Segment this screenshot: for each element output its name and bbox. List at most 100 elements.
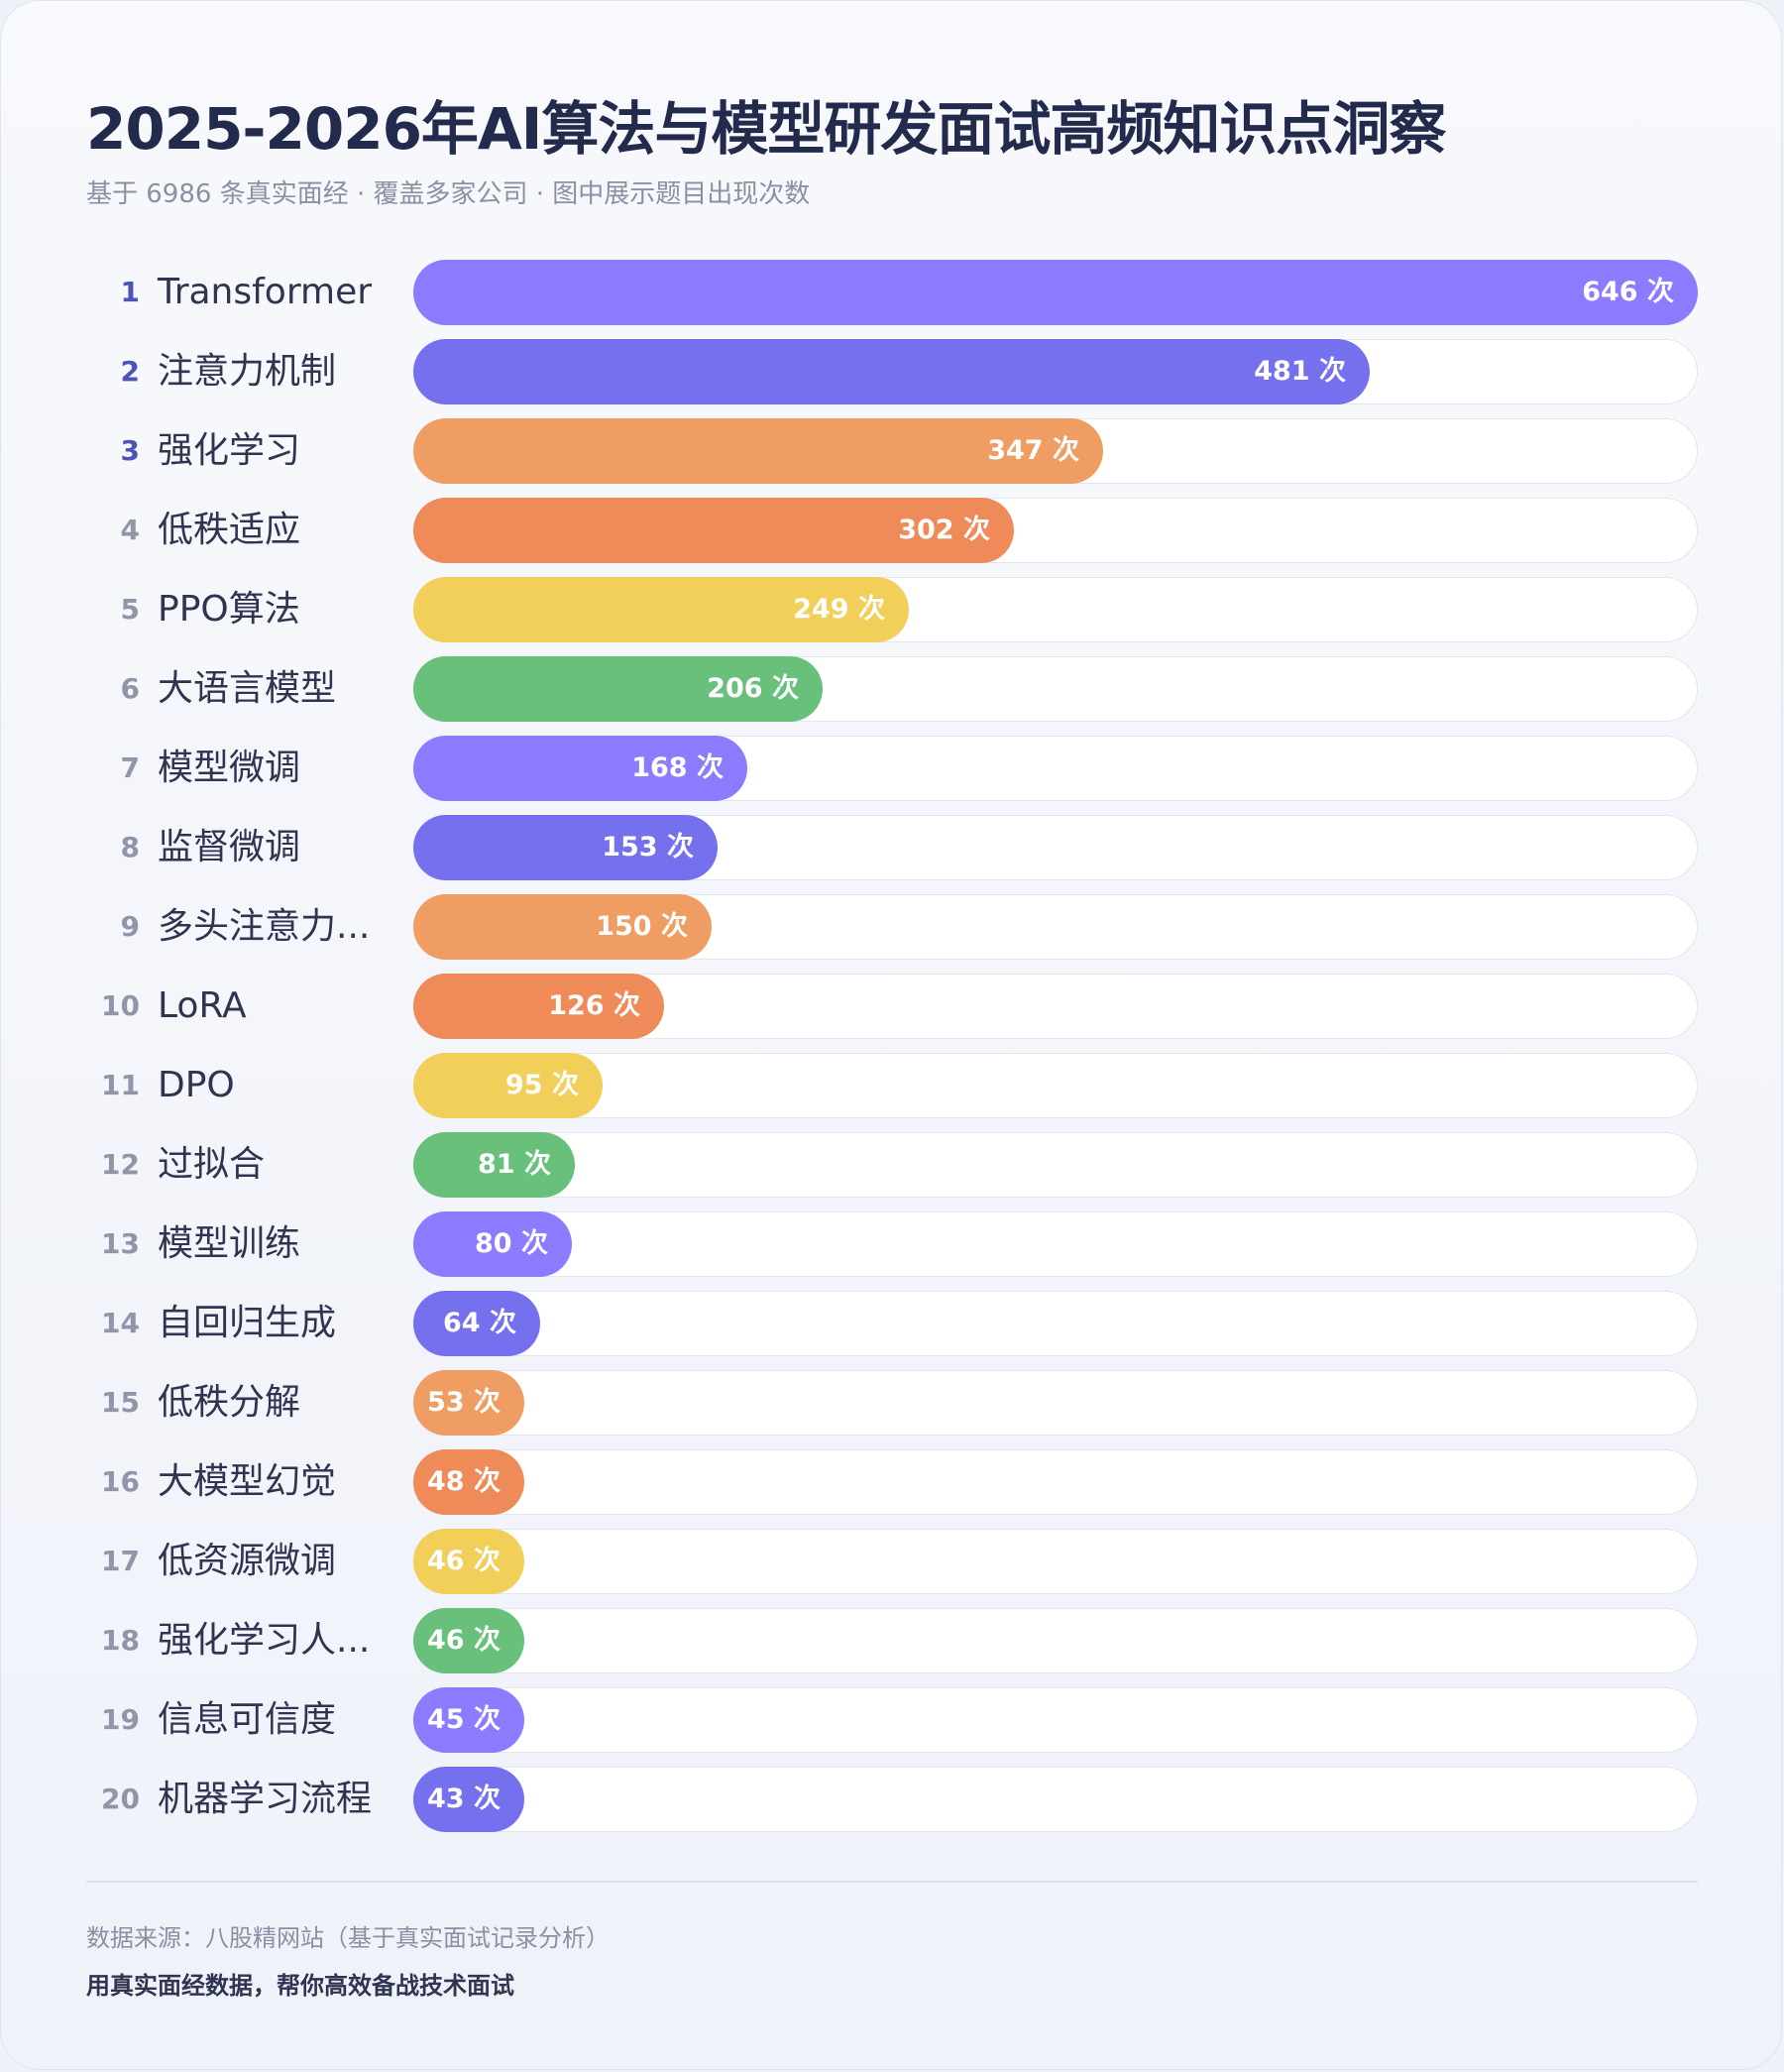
- category-label: 大模型幻觉: [158, 1461, 337, 1502]
- bar-track: [413, 1687, 1698, 1753]
- footer-divider: [86, 1881, 1698, 1883]
- category-label: 多头注意力...: [158, 906, 371, 947]
- bar: 347 次: [413, 418, 1103, 484]
- chart-subtitle: 基于 6986 条真实面经 · 覆盖多家公司 · 图中展示题目出现次数: [86, 179, 811, 209]
- bar-value-label: 64 次: [443, 1308, 516, 1338]
- category-label: 注意力机制: [158, 351, 337, 392]
- bar-row: 1 Transformer 646 次: [1, 260, 1784, 325]
- category-label: DPO: [158, 1065, 235, 1105]
- rank-number: 10: [101, 989, 140, 1022]
- rank-number: 3: [120, 434, 140, 467]
- bar-value-label: 81 次: [478, 1149, 551, 1180]
- bar-value-label: 153 次: [602, 832, 694, 863]
- bar-value-label: 43 次: [427, 1784, 501, 1814]
- bar-value-label: 150 次: [596, 911, 688, 942]
- bar-track: [413, 1370, 1698, 1436]
- bar: 53 次: [413, 1370, 524, 1436]
- bar-value-label: 646 次: [1582, 277, 1674, 307]
- bar-track: [413, 1608, 1698, 1673]
- bar: 46 次: [413, 1529, 524, 1594]
- bar-row: 13 模型训练 80 次: [1, 1211, 1784, 1277]
- rank-number: 13: [101, 1227, 140, 1260]
- rank-number: 4: [120, 514, 140, 546]
- bar-value-label: 48 次: [427, 1466, 501, 1497]
- bar: 249 次: [413, 577, 909, 642]
- bar: 168 次: [413, 736, 747, 801]
- bar: 81 次: [413, 1132, 575, 1198]
- bar-row: 8 监督微调 153 次: [1, 815, 1784, 880]
- bar-value-label: 95 次: [505, 1070, 579, 1100]
- bar: 302 次: [413, 498, 1014, 563]
- bar-track: [413, 1449, 1698, 1515]
- rank-number: 15: [101, 1386, 140, 1419]
- bar-value-label: 206 次: [707, 673, 799, 704]
- category-label: LoRA: [158, 985, 247, 1026]
- rank-number: 11: [101, 1069, 140, 1101]
- bar-value-label: 249 次: [793, 594, 885, 625]
- bar-value-label: 168 次: [631, 752, 724, 783]
- bar-value-label: 46 次: [427, 1546, 501, 1576]
- bar-row: 17 低资源微调 46 次: [1, 1529, 1784, 1594]
- bar-row: 4 低秩适应 302 次: [1, 498, 1784, 563]
- category-label: 低秩适应: [158, 510, 301, 550]
- bar-value-label: 80 次: [475, 1228, 548, 1259]
- rank-number: 18: [101, 1624, 140, 1657]
- bar-row: 9 多头注意力... 150 次: [1, 894, 1784, 960]
- bar-row: 14 自回归生成 64 次: [1, 1291, 1784, 1356]
- category-label: 强化学习人...: [158, 1620, 371, 1661]
- category-label: 自回归生成: [158, 1303, 337, 1343]
- bar-row: 11 DPO 95 次: [1, 1053, 1784, 1118]
- bar-value-label: 45 次: [427, 1704, 501, 1735]
- bar-track: [413, 1211, 1698, 1277]
- rank-number: 9: [120, 910, 140, 943]
- bar: 64 次: [413, 1291, 540, 1356]
- bar: 43 次: [413, 1767, 524, 1832]
- bar-track: [413, 1291, 1698, 1356]
- category-label: 低资源微调: [158, 1541, 337, 1581]
- chart-title: 2025-2026年AI算法与模型研发面试高频知识点洞察: [86, 95, 1446, 163]
- rank-number: 6: [120, 672, 140, 705]
- rank-number: 19: [101, 1703, 140, 1736]
- bar: 46 次: [413, 1608, 524, 1673]
- bar: 153 次: [413, 815, 718, 880]
- bar-value-label: 481 次: [1254, 356, 1346, 387]
- bar-row: 3 强化学习 347 次: [1, 418, 1784, 484]
- category-label: 模型训练: [158, 1223, 301, 1264]
- rank-number: 14: [101, 1307, 140, 1339]
- category-label: 大语言模型: [158, 668, 337, 709]
- bar: 206 次: [413, 656, 823, 722]
- bar-row: 19 信息可信度 45 次: [1, 1687, 1784, 1753]
- rank-number: 17: [101, 1545, 140, 1577]
- bar-value-label: 126 次: [548, 990, 640, 1021]
- bar-value-label: 347 次: [987, 435, 1079, 466]
- bar-row: 10 LoRA 126 次: [1, 974, 1784, 1039]
- rank-number: 7: [120, 751, 140, 784]
- bar-row: 18 强化学习人... 46 次: [1, 1608, 1784, 1673]
- category-label: 机器学习流程: [158, 1779, 373, 1819]
- bar: 48 次: [413, 1449, 524, 1515]
- bar-value-label: 302 次: [898, 515, 990, 545]
- bar-value-label: 46 次: [427, 1625, 501, 1656]
- bar-row: 2 注意力机制 481 次: [1, 339, 1784, 404]
- bar-track: [413, 1053, 1698, 1118]
- category-label: 模型微调: [158, 748, 301, 788]
- rank-number: 1: [120, 276, 140, 308]
- rank-number: 12: [101, 1148, 140, 1181]
- bar: 95 次: [413, 1053, 603, 1118]
- bar-row: 20 机器学习流程 43 次: [1, 1767, 1784, 1832]
- category-label: 低秩分解: [158, 1382, 301, 1423]
- footer-slogan: 用真实面经数据，帮你高效备战技术面试: [86, 1972, 514, 2000]
- category-label: 强化学习: [158, 430, 301, 471]
- bar-row: 16 大模型幻觉 48 次: [1, 1449, 1784, 1515]
- rank-number: 5: [120, 593, 140, 626]
- bar-track: [413, 1767, 1698, 1832]
- category-label: 过拟合: [158, 1144, 266, 1185]
- bar-row: 6 大语言模型 206 次: [1, 656, 1784, 722]
- bar: 45 次: [413, 1687, 524, 1753]
- bar: 481 次: [413, 339, 1370, 404]
- rank-number: 16: [101, 1465, 140, 1498]
- category-label: 监督微调: [158, 827, 301, 867]
- bar: 126 次: [413, 974, 664, 1039]
- rank-number: 2: [120, 355, 140, 388]
